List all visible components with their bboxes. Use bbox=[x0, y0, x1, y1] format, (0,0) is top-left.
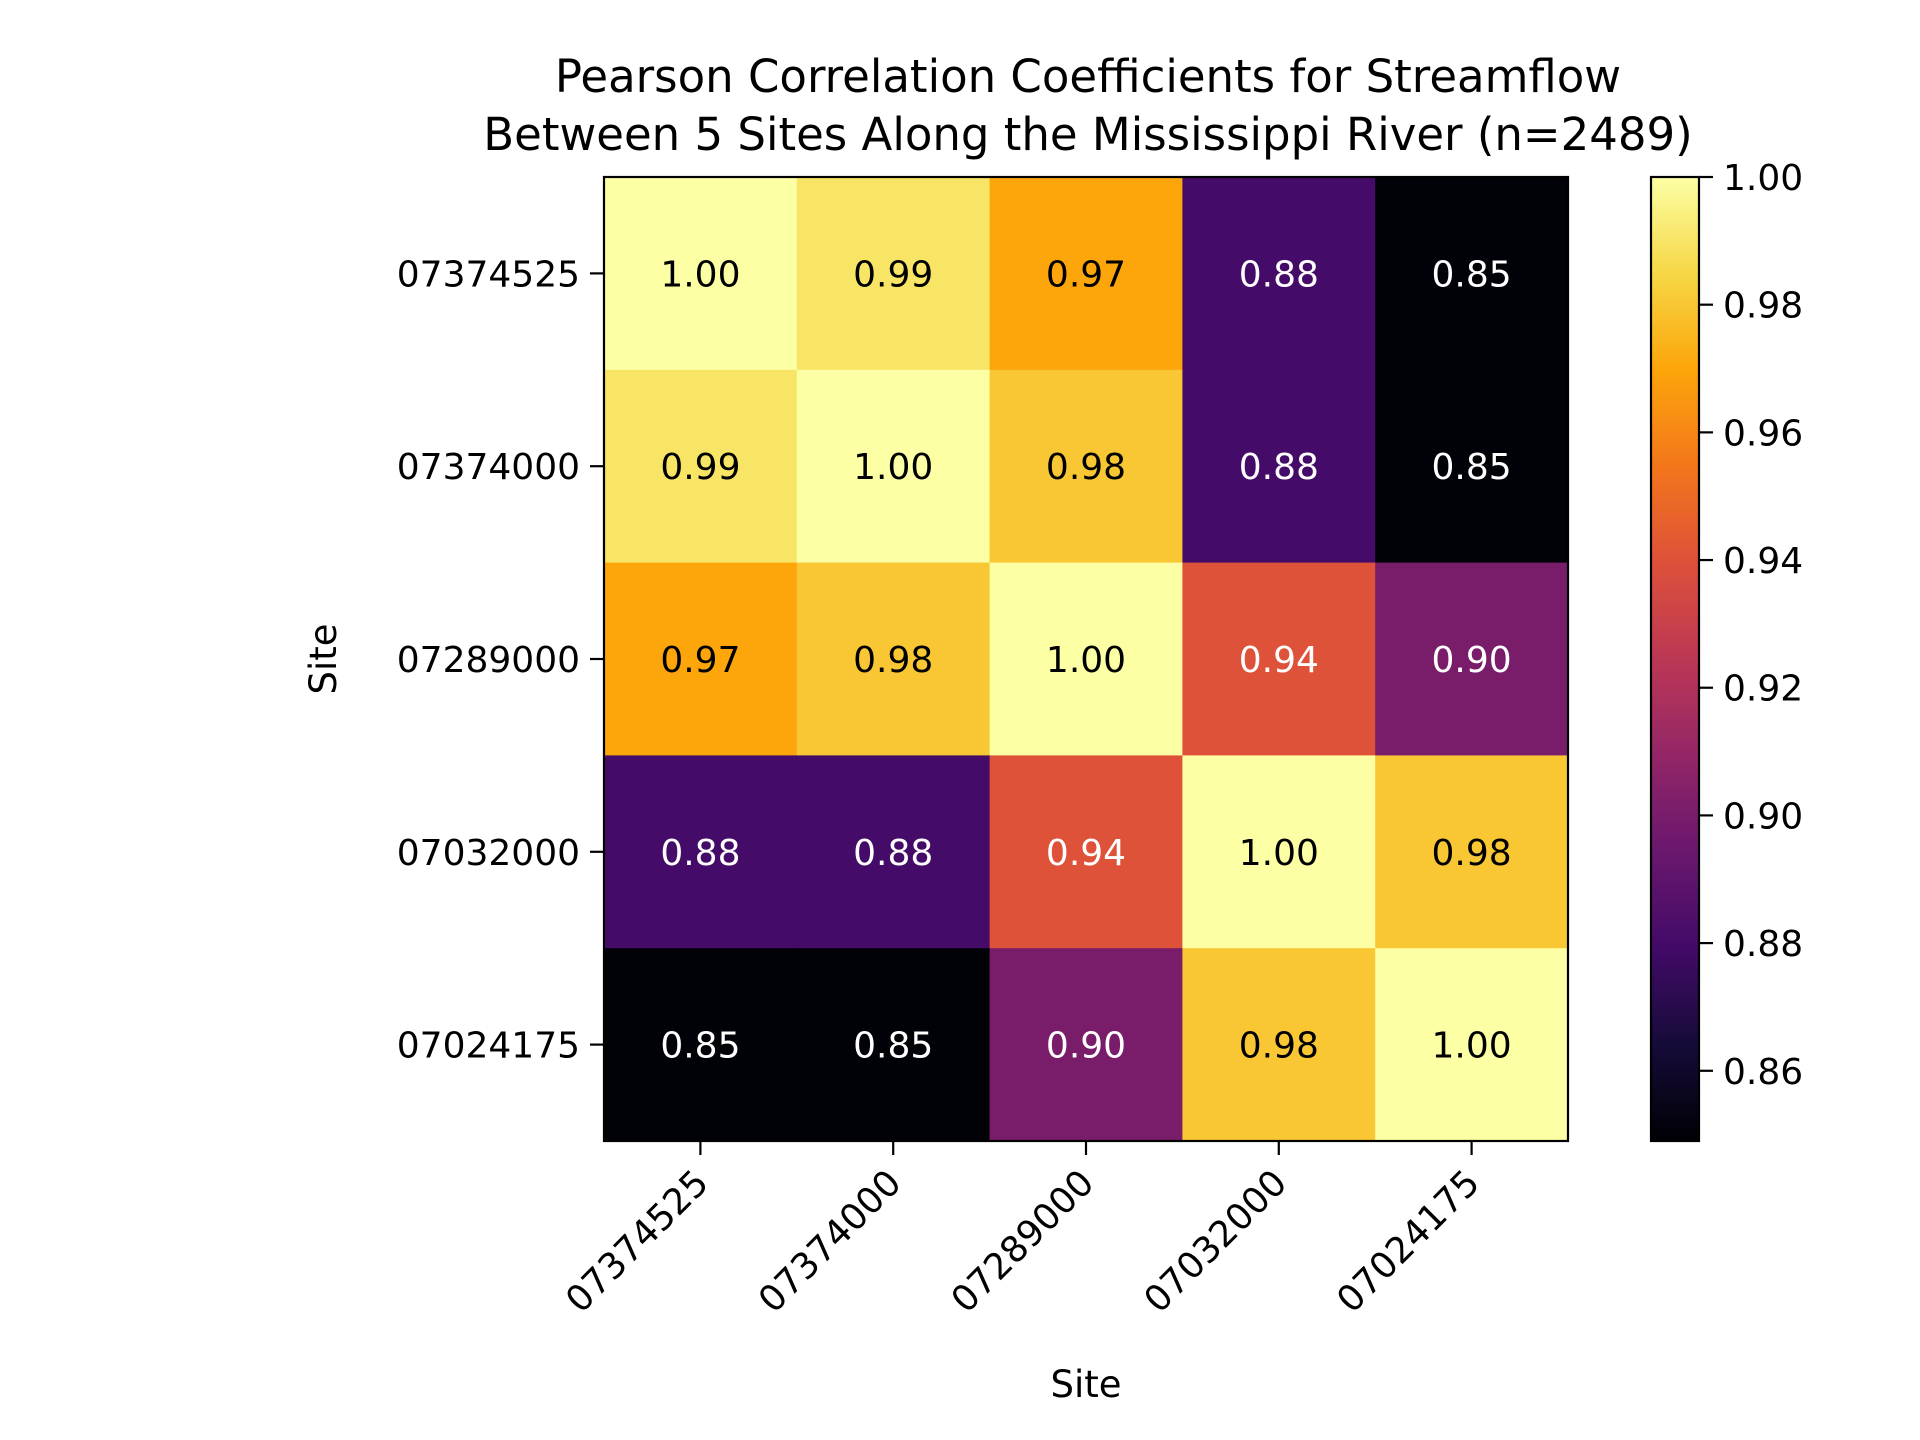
colorbar bbox=[1649, 175, 1701, 1143]
cell-value-label: 0.90 bbox=[1046, 1026, 1126, 1067]
cell-value-label: 0.97 bbox=[660, 640, 740, 681]
cell-value-label: 1.00 bbox=[1239, 833, 1319, 874]
cell-value-label: 0.98 bbox=[853, 640, 933, 681]
cell-value-label: 1.00 bbox=[660, 254, 740, 295]
colorbar-ticks: 0.86 0.88 0.90 0.92 0.94 0.96 0.98 1.00 bbox=[1699, 158, 1803, 1093]
x-axis-ticks: 07374525 07374000 07289000 07032000 07024175 bbox=[558, 1141, 1488, 1321]
y-tick-label: 07374525 bbox=[397, 254, 580, 295]
y-axis-label: Site bbox=[302, 623, 345, 694]
heatmap-cell bbox=[604, 562, 798, 756]
colorbar-tick-label: 0.98 bbox=[1723, 286, 1803, 327]
heatmap-cell bbox=[796, 562, 991, 756]
colorbar-tick-label: 0.94 bbox=[1723, 541, 1803, 582]
heatmap-cell bbox=[604, 369, 798, 564]
chart-title-line-1: Pearson Correlation Coefficients for Str… bbox=[555, 50, 1621, 103]
heatmap-cell-labels: 1.00 0.99 0.97 0.88 0.85 0.99 1.00 0.98 0.88 0.85… bbox=[660, 254, 1511, 1066]
cell-value-label: 0.99 bbox=[660, 447, 740, 488]
heatmap-cell bbox=[989, 369, 1183, 564]
heatmap-cell bbox=[989, 177, 1183, 371]
cell-value-label: 0.94 bbox=[1239, 640, 1319, 681]
cell-value-label: 0.85 bbox=[1432, 447, 1512, 488]
heatmap-cell bbox=[989, 948, 1183, 1142]
cell-value-label: 0.98 bbox=[1432, 833, 1512, 874]
x-tick-label: 07289000 bbox=[944, 1162, 1103, 1321]
cell-value-label: 0.88 bbox=[1239, 447, 1319, 488]
heatmap-cell bbox=[604, 177, 798, 371]
cell-value-label: 0.88 bbox=[660, 833, 740, 874]
colorbar-tick-label: 0.88 bbox=[1723, 924, 1803, 965]
colorbar-tick-label: 1.00 bbox=[1723, 158, 1803, 199]
heatmap-cell bbox=[989, 562, 1183, 756]
heatmap-cell bbox=[796, 948, 991, 1142]
cell-value-label: 0.98 bbox=[1046, 447, 1126, 488]
cell-value-label: 0.97 bbox=[1046, 254, 1126, 295]
heatmap-cell bbox=[604, 948, 798, 1142]
x-tick-label: 07024175 bbox=[1329, 1162, 1488, 1321]
colorbar-tick-label: 0.92 bbox=[1723, 669, 1803, 710]
cell-value-label: 1.00 bbox=[1046, 640, 1126, 681]
heatmap-cell bbox=[1182, 369, 1376, 564]
cell-value-label: 0.85 bbox=[853, 1026, 933, 1067]
heatmap-cell bbox=[1375, 755, 1569, 949]
heatmap-cell bbox=[1375, 369, 1569, 564]
cell-value-label: 1.00 bbox=[1432, 1026, 1512, 1067]
heatmap-cell bbox=[1375, 177, 1569, 371]
x-tick-label: 07032000 bbox=[1137, 1162, 1296, 1321]
heatmap-cell bbox=[1182, 755, 1376, 949]
cell-value-label: 0.88 bbox=[1239, 254, 1319, 295]
cell-value-label: 0.85 bbox=[660, 1026, 740, 1067]
y-tick-label: 07024175 bbox=[397, 1026, 580, 1067]
heatmap-cell bbox=[1375, 562, 1569, 756]
x-axis-label: Site bbox=[1050, 1363, 1121, 1406]
heatmap-cell bbox=[796, 369, 991, 564]
heatmap-cell bbox=[989, 755, 1183, 949]
y-tick-label: 07289000 bbox=[397, 640, 580, 681]
colorbar-tick-label: 0.96 bbox=[1723, 413, 1803, 454]
heatmap-cell bbox=[1182, 562, 1376, 756]
heatmap-cell bbox=[1375, 948, 1569, 1142]
cell-value-label: 0.94 bbox=[1046, 833, 1126, 874]
cell-value-label: 0.98 bbox=[1239, 1026, 1319, 1067]
heatmap-cell bbox=[1182, 177, 1376, 371]
heatmap-cell bbox=[796, 755, 991, 949]
colorbar-tick-label: 0.86 bbox=[1723, 1052, 1803, 1093]
heatmap-cell bbox=[1182, 948, 1376, 1142]
x-tick-label: 07374525 bbox=[558, 1162, 717, 1321]
y-axis-ticks: 07374525 07374000 07289000 07032000 07024175 bbox=[397, 254, 604, 1067]
chart-title-line-2: Between 5 Sites Along the Mississippi Ri… bbox=[483, 108, 1692, 161]
heatmap-cells bbox=[604, 177, 1569, 1142]
cell-value-label: 1.00 bbox=[853, 447, 933, 488]
cell-value-label: 0.88 bbox=[853, 833, 933, 874]
heatmap-cell bbox=[604, 755, 798, 949]
cell-value-label: 0.90 bbox=[1432, 640, 1512, 681]
colorbar-tick-label: 0.90 bbox=[1723, 796, 1803, 837]
y-tick-label: 07032000 bbox=[397, 833, 580, 874]
heatmap-cell bbox=[796, 177, 991, 371]
cell-value-label: 0.99 bbox=[853, 254, 933, 295]
y-tick-label: 07374000 bbox=[397, 447, 580, 488]
cell-value-label: 0.85 bbox=[1432, 254, 1512, 295]
x-tick-label: 07374000 bbox=[751, 1162, 910, 1321]
